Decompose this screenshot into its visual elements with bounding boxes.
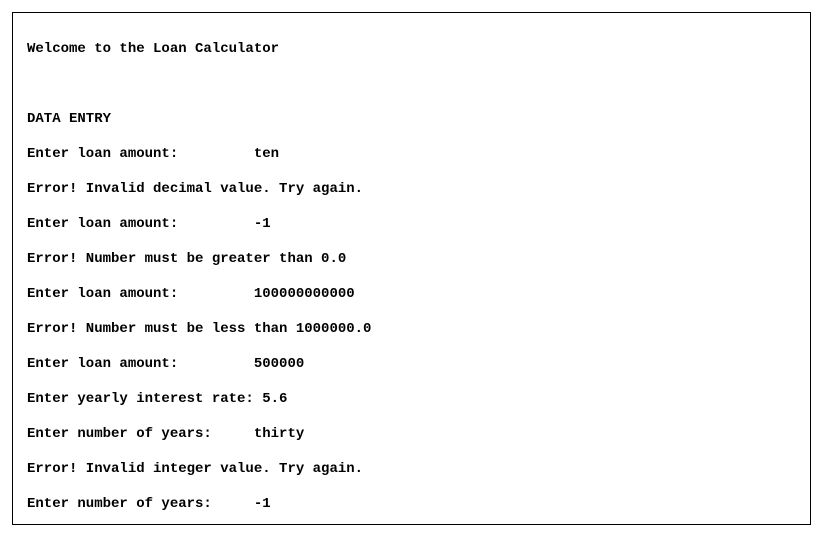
output-line: Enter loan amount: -1 <box>27 216 796 234</box>
blank-line <box>27 76 796 94</box>
output-line: Enter number of years: -1 <box>27 496 796 514</box>
output-line: Enter yearly interest rate: 5.6 <box>27 391 796 409</box>
output-line: Error! Invalid decimal value. Try again. <box>27 181 796 199</box>
output-line: Enter loan amount: ten <box>27 146 796 164</box>
terminal-output: Welcome to the Loan Calculator DATA ENTR… <box>12 12 811 525</box>
output-line: Enter loan amount: 500000 <box>27 356 796 374</box>
output-line: Error! Invalid integer value. Try again. <box>27 461 796 479</box>
output-line: Error! Number must be greater than 0.0 <box>27 251 796 269</box>
output-line: Error! Number must be less than 1000000.… <box>27 321 796 339</box>
section-header: DATA ENTRY <box>27 111 796 129</box>
title-line: Welcome to the Loan Calculator <box>27 41 796 59</box>
output-line: Enter loan amount: 100000000000 <box>27 286 796 304</box>
output-line: Enter number of years: thirty <box>27 426 796 444</box>
